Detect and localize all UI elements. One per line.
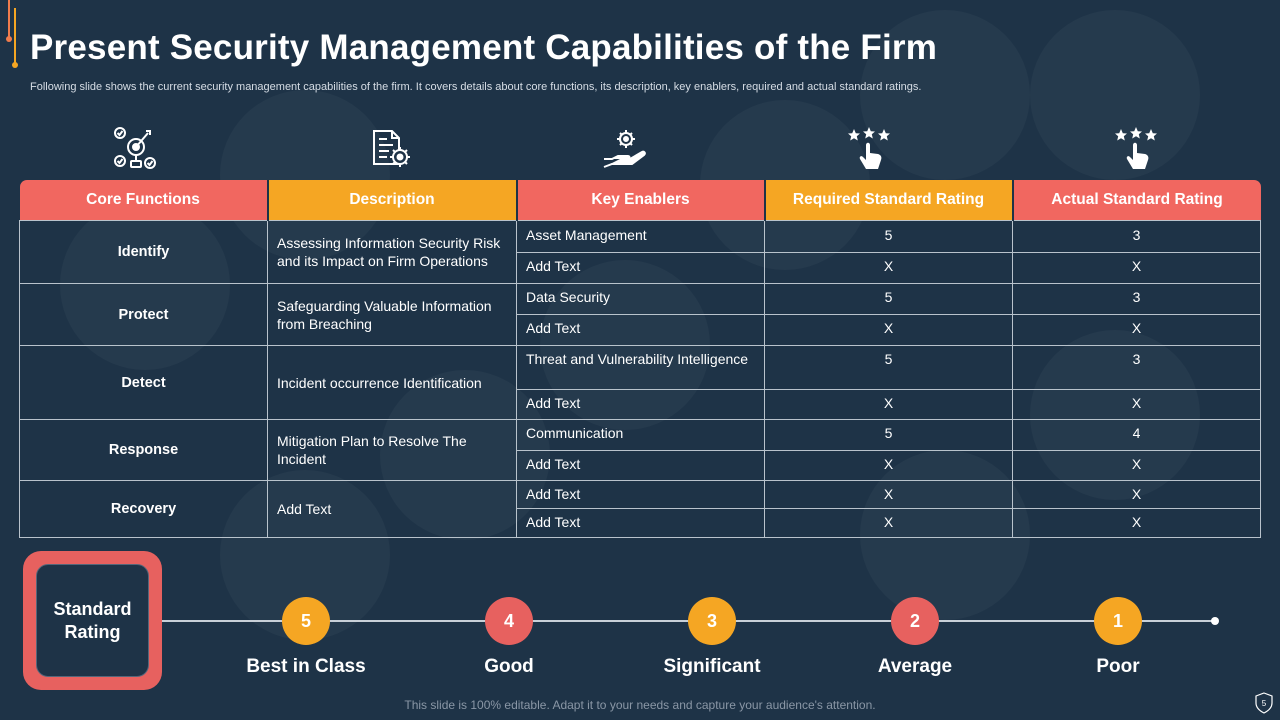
description-cell: Incident occurrence Identification <box>267 345 517 420</box>
table-row: Identify Assessing Information Security … <box>19 220 1261 284</box>
enabler-cell: Add Text <box>516 480 765 509</box>
rating-label-best-in-class: Best in Class <box>246 656 366 677</box>
rating-label-poor: Poor <box>1096 656 1140 677</box>
table-row: Add Text X X <box>20 252 1261 284</box>
core-function-cell: Detect <box>19 345 268 420</box>
footer-note: This slide is 100% editable. Adapt it to… <box>404 698 876 712</box>
required-rating-cell: X <box>764 252 1013 284</box>
actual-rating-cell: 3 <box>1012 345 1261 390</box>
accent-line <box>14 8 16 64</box>
standard-rating-label: Standard Rating <box>36 564 149 677</box>
rating-label-average: Average <box>877 656 953 677</box>
rating-label-good: Good <box>484 656 534 677</box>
core-function-cell: Recovery <box>19 480 268 538</box>
accent-line <box>8 0 10 38</box>
required-rating-cell: 5 <box>764 419 1013 451</box>
required-rating-cell: X <box>764 508 1013 538</box>
enabler-cell: Data Security <box>516 283 765 315</box>
page-title: Present Security Management Capabilities… <box>30 28 938 67</box>
actual-rating-cell: X <box>1012 450 1261 481</box>
stars-hand-icon <box>848 127 890 169</box>
required-rating-cell: 5 <box>764 283 1013 315</box>
standard-rating-box: Standard Rating <box>23 551 162 690</box>
actual-rating-cell: X <box>1012 508 1261 538</box>
rating-circle-5: 5 <box>282 597 330 645</box>
accent-dot <box>6 36 12 42</box>
hand-gear-icon <box>603 130 646 168</box>
page-number: 5 <box>1262 699 1267 708</box>
required-rating-cell: X <box>764 389 1013 420</box>
actual-rating-cell: 4 <box>1012 419 1261 451</box>
required-rating-cell: X <box>764 450 1013 481</box>
rating-label-significant: Significant <box>663 656 761 677</box>
table-row: Response Mitigation Plan to Resolve The … <box>19 419 1261 481</box>
required-rating-cell: 5 <box>764 220 1013 253</box>
table-header-row: Core Functions Description Key Enablers … <box>19 180 1261 221</box>
description-cell: Assessing Information Security Risk and … <box>267 220 517 284</box>
actual-rating-cell: X <box>1012 480 1261 509</box>
table-row: Add Text X X <box>20 389 1261 420</box>
standard-rating-text: Standard Rating <box>53 598 132 642</box>
required-rating-cell: X <box>764 314 1013 346</box>
actual-rating-cell: 3 <box>1012 283 1261 315</box>
table-row: Detect Incident occurrence Identificatio… <box>19 345 1261 420</box>
required-rating-cell: X <box>764 480 1013 509</box>
enabler-cell: Add Text <box>516 450 765 481</box>
table-row: Add Text X X <box>20 450 1261 481</box>
header-description: Description <box>267 180 518 221</box>
capabilities-table: Core Functions Description Key Enablers … <box>19 180 1261 538</box>
header-required-rating: Required Standard Rating <box>764 180 1014 221</box>
rating-circle-4: 4 <box>485 597 533 645</box>
enabler-cell: Add Text <box>516 314 765 346</box>
core-function-cell: Identify <box>19 220 268 284</box>
core-function-cell: Protect <box>19 283 268 346</box>
document-gear-icon <box>373 130 410 167</box>
rating-circle-1: 1 <box>1094 597 1142 645</box>
header-actual-rating: Actual Standard Rating <box>1012 180 1261 221</box>
table-row: Recovery Add Text Add Text X X <box>19 480 1261 538</box>
rating-circle-3: 3 <box>688 597 736 645</box>
actual-rating-cell: X <box>1012 252 1261 284</box>
enabler-cell: Add Text <box>516 508 765 538</box>
header-core-functions: Core Functions <box>19 180 269 221</box>
description-cell: Mitigation Plan to Resolve The Incident <box>267 419 517 481</box>
enabler-cell: Add Text <box>516 389 765 420</box>
enabler-cell: Asset Management <box>516 220 765 253</box>
accent-dot <box>12 62 18 68</box>
page-subtitle: Following slide shows the current securi… <box>30 81 922 93</box>
enabler-cell: Threat and Vulnerability Intelligence <box>516 345 765 390</box>
description-cell: Add Text <box>267 480 517 538</box>
page-number-badge: 5 <box>1255 692 1273 714</box>
rating-scale-endpoint <box>1211 617 1219 625</box>
enabler-cell: Communication <box>516 419 765 451</box>
table-row: Add Text X X <box>20 508 1261 538</box>
required-rating-cell: 5 <box>764 345 1013 390</box>
actual-rating-cell: X <box>1012 389 1261 420</box>
description-cell: Safeguarding Valuable Information from B… <box>267 283 517 346</box>
table-row: Protect Safeguarding Valuable Informatio… <box>19 283 1261 346</box>
rating-circle-2: 2 <box>891 597 939 645</box>
target-settings-icon <box>114 127 156 169</box>
header-key-enablers: Key Enablers <box>516 180 766 221</box>
actual-rating-cell: 3 <box>1012 220 1261 253</box>
stars-hand-icon <box>1115 127 1157 169</box>
enabler-cell: Add Text <box>516 252 765 284</box>
core-function-cell: Response <box>19 419 268 481</box>
actual-rating-cell: X <box>1012 314 1261 346</box>
